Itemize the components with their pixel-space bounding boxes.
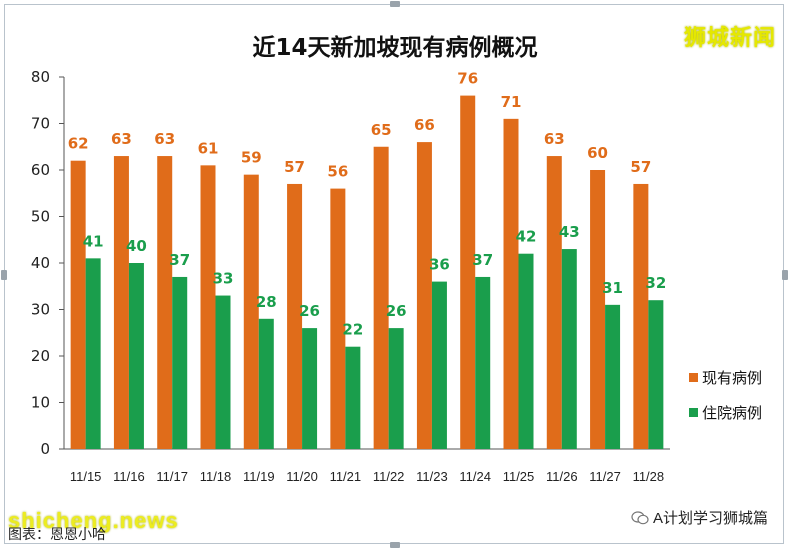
x-tick-label: 11/19: [243, 469, 275, 484]
bar-hospital: [258, 318, 274, 449]
x-tick-label: 11/23: [416, 469, 448, 484]
data-label: 63: [154, 130, 175, 148]
data-label: 36: [429, 256, 450, 274]
bar-current: [113, 156, 129, 450]
data-label: 56: [327, 163, 348, 181]
data-label: 66: [414, 116, 435, 134]
data-label: 37: [472, 251, 493, 269]
data-label: 40: [126, 237, 147, 255]
resize-handle-right[interactable]: [782, 270, 788, 280]
legend-swatch: [689, 373, 698, 382]
x-tick-label: 11/16: [113, 469, 145, 484]
bar-current: [287, 183, 303, 449]
x-tick-label: 11/24: [459, 469, 491, 484]
data-label: 76: [457, 70, 478, 88]
bar-hospital: [561, 249, 577, 449]
bar-hospital: [388, 328, 404, 449]
y-tick-label: 10: [31, 394, 50, 412]
bar-hospital: [605, 304, 621, 449]
bar-hospital: [648, 300, 664, 449]
data-label: 37: [169, 251, 190, 269]
data-label: 26: [299, 302, 320, 320]
legend-label: 现有病例: [702, 369, 762, 387]
y-tick-label: 40: [31, 254, 50, 272]
data-label: 26: [386, 302, 407, 320]
bar-current: [503, 118, 519, 449]
y-tick-label: 70: [31, 115, 50, 133]
resize-handle-top[interactable]: [390, 1, 400, 7]
bar-hospital: [431, 281, 447, 449]
bar-hospital: [302, 328, 318, 449]
data-label: 28: [256, 293, 277, 311]
data-label: 61: [198, 139, 219, 157]
y-tick-label: 30: [31, 301, 50, 319]
data-label: 57: [630, 158, 651, 176]
data-label: 42: [516, 228, 537, 246]
watermark-top: 狮城新闻: [683, 25, 776, 50]
data-label: 65: [371, 121, 392, 139]
bar-hospital: [128, 263, 144, 449]
bar-current: [70, 160, 86, 449]
bar-current: [590, 170, 606, 449]
bar-hospital: [172, 276, 188, 449]
data-label: 32: [645, 274, 666, 292]
bar-current: [243, 174, 259, 449]
y-tick-label: 50: [31, 208, 50, 226]
bar-current: [200, 165, 216, 449]
x-tick-label: 11/15: [70, 469, 102, 484]
x-tick-label: 11/17: [156, 469, 188, 484]
x-tick-label: 11/21: [330, 469, 362, 484]
footer-account-text: A计划学习狮城篇: [652, 510, 768, 527]
x-axis: 11/15 11/16 11/17 11/18 11/19 11/20 11/21 11/22…: [64, 448, 670, 484]
legend-swatch: [689, 408, 698, 417]
footer-source: 图表：恩恩小哈: [8, 526, 106, 542]
bar-current: [330, 188, 346, 449]
resize-handle-left[interactable]: [1, 270, 7, 280]
data-label: 60: [587, 144, 608, 162]
data-label: 62: [68, 135, 89, 153]
bar-hospital: [475, 276, 491, 449]
y-tick-label: 20: [31, 347, 50, 365]
bar-current: [633, 183, 649, 449]
resize-handle-bottom[interactable]: [390, 542, 400, 548]
bar-current: [416, 142, 432, 449]
y-tick-label: 60: [31, 161, 50, 179]
footer-account: A计划学习狮城篇: [631, 507, 768, 528]
bar-current: [373, 146, 389, 449]
x-tick-label: 11/26: [546, 469, 578, 484]
bar-hospital: [85, 258, 101, 449]
x-tick-label: 11/25: [503, 469, 535, 484]
x-tick-label: 11/28: [633, 469, 665, 484]
data-label: 22: [342, 321, 363, 339]
bars: 62 63 63 61 59 57 56 65 66 76 71 63 60 57 41 40 37 33 28 26…: [68, 70, 666, 450]
chart-title: 近14天新加坡现有病例概况: [252, 34, 537, 61]
watermark-bottom: shicheng.news: [8, 508, 179, 533]
data-label: 59: [241, 149, 262, 167]
x-tick-label: 11/18: [200, 469, 232, 484]
data-label: 63: [111, 130, 132, 148]
y-tick-label: 0: [40, 440, 50, 458]
y-axis: 0 10 20 30 40 50 60 70 80: [31, 68, 65, 458]
x-tick-label: 11/27: [589, 469, 621, 484]
legend-label: 住院病例: [702, 404, 762, 422]
data-label: 33: [213, 270, 234, 288]
y-tick-label: 80: [31, 68, 50, 86]
data-label: 41: [83, 232, 104, 250]
bar-current: [546, 156, 562, 450]
x-tick-label: 11/22: [373, 469, 405, 484]
bar-current: [460, 95, 476, 449]
bar-hospital: [518, 253, 534, 449]
bar-current: [157, 156, 173, 450]
data-label: 63: [544, 130, 565, 148]
data-label: 57: [284, 158, 305, 176]
data-label: 31: [602, 279, 623, 297]
data-label: 43: [559, 223, 580, 241]
bar-hospital: [345, 346, 361, 449]
x-tick-label: 11/20: [286, 469, 318, 484]
wechat-icon: [631, 511, 649, 525]
data-label: 71: [501, 93, 522, 111]
bar-hospital: [215, 295, 231, 449]
